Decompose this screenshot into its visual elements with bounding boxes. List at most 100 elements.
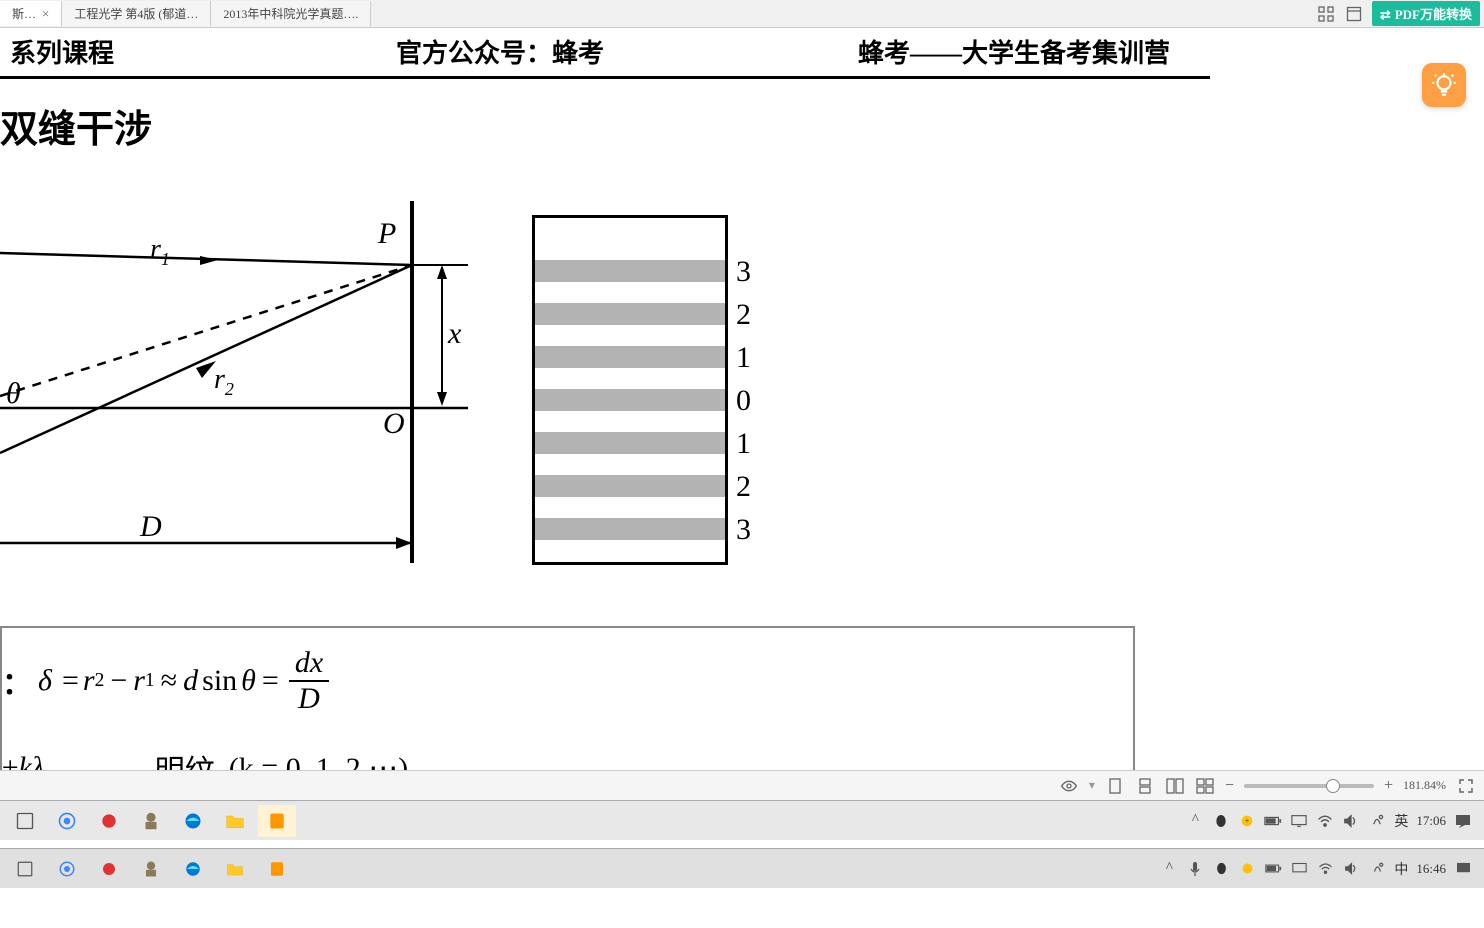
security-icon[interactable]: + xyxy=(1238,812,1256,830)
pdf-badge-label: PDF万能转换 xyxy=(1395,7,1472,22)
window-icon[interactable] xyxy=(1344,4,1364,24)
input-icon[interactable] xyxy=(1368,812,1386,830)
taskbar-2: ^ 中 16:46 xyxy=(0,848,1484,888)
system-tray-2: ^ 中 16:46 xyxy=(1160,859,1480,879)
fringe-label: 0 xyxy=(736,384,751,418)
ime-label[interactable]: 英 xyxy=(1394,811,1408,831)
fringe-stripe xyxy=(535,260,725,282)
svg-text:r2: r2 xyxy=(214,364,234,399)
chrome-icon[interactable] xyxy=(48,853,86,885)
fringe-stripe xyxy=(535,303,725,325)
battery-icon[interactable] xyxy=(1264,860,1282,878)
label-D: D xyxy=(139,510,162,543)
svg-text:+: + xyxy=(1245,816,1250,825)
pdf-app-icon[interactable] xyxy=(258,853,296,885)
tab-toolbar-right: ⇄PDF万能转换 xyxy=(1316,1,1484,26)
qq-icon[interactable] xyxy=(1212,812,1230,830)
formula-delta: ： δ = r2 − r1 ≈ d sin θ = dx D xyxy=(2,646,333,716)
fringe-stripe xyxy=(535,389,725,411)
pdf-app-icon[interactable] xyxy=(258,805,296,837)
tab-item-1[interactable]: 斯… × xyxy=(0,1,62,26)
mic-icon[interactable] xyxy=(1186,860,1204,878)
tray-chevron-icon[interactable]: ^ xyxy=(1160,860,1178,878)
document-viewport: 系列课程 官方公众号：蜂考 蜂考——大学生备考集训营 双缝干涉 xyxy=(0,28,1484,798)
header-left: 系列课程 xyxy=(10,33,290,70)
fringe-stripe xyxy=(535,432,725,454)
file-explorer-icon[interactable] xyxy=(6,853,44,885)
monitor-icon[interactable] xyxy=(1290,860,1308,878)
edge-icon[interactable] xyxy=(174,853,212,885)
notification-icon[interactable] xyxy=(1454,860,1472,878)
tab-item-2[interactable]: 工程光学 第4版 (郁道… xyxy=(62,1,211,26)
zoom-percent: 181.84% xyxy=(1403,778,1446,793)
zoom-in-icon[interactable]: + xyxy=(1384,777,1393,795)
input-icon[interactable] xyxy=(1368,860,1386,878)
tab-item-3[interactable]: 2013年中科院光学真题…. xyxy=(211,1,371,26)
fringe-stripe xyxy=(535,518,725,540)
wifi-icon[interactable] xyxy=(1316,812,1334,830)
zoom-out-icon[interactable]: − xyxy=(1225,777,1234,795)
fringe-label: 1 xyxy=(736,427,751,461)
document-header: 系列课程 官方公众号：蜂考 蜂考——大学生备考集训营 xyxy=(0,33,1210,76)
clock-label[interactable]: 17:06 xyxy=(1416,813,1446,829)
fringe-pattern xyxy=(532,215,728,565)
fullscreen-icon[interactable] xyxy=(1456,776,1476,796)
svg-text:r1: r1 xyxy=(150,234,170,269)
monitor-icon[interactable] xyxy=(1290,812,1308,830)
tab-label: 斯… xyxy=(12,5,36,22)
tab-label: 工程光学 第4版 (郁道… xyxy=(74,5,198,22)
header-underline xyxy=(0,76,1210,79)
chrome-icon[interactable] xyxy=(48,805,86,837)
qq-icon[interactable] xyxy=(1212,860,1230,878)
label-P: P xyxy=(377,217,396,250)
app-icon-1[interactable] xyxy=(132,853,170,885)
taskbar-1: ^ + 英 17:06 xyxy=(0,800,1484,840)
view-two-page-icon[interactable] xyxy=(1165,776,1185,796)
view-single-icon[interactable] xyxy=(1105,776,1125,796)
close-icon[interactable]: × xyxy=(42,6,49,22)
pdf-convert-badge[interactable]: ⇄PDF万能转换 xyxy=(1372,1,1480,26)
fringe-stripe xyxy=(535,475,725,497)
app-icon-1[interactable] xyxy=(132,805,170,837)
label-theta: θ xyxy=(6,377,21,410)
fringe-label: 1 xyxy=(736,341,751,375)
status-right: ▾ − + 181.84% xyxy=(1059,776,1476,796)
volume-icon[interactable] xyxy=(1342,860,1360,878)
edge-icon[interactable] xyxy=(174,805,212,837)
folder-icon[interactable] xyxy=(216,853,254,885)
tab-label: 2013年中科院光学真题…. xyxy=(223,5,358,22)
system-tray-1: ^ + 英 17:06 xyxy=(1186,811,1480,831)
tab-bar: 斯… × 工程光学 第4版 (郁道… 2013年中科院光学真题…. ⇄PDF万能… xyxy=(0,0,1484,28)
security-icon[interactable] xyxy=(1238,860,1256,878)
wifi-icon[interactable] xyxy=(1316,860,1334,878)
volume-icon[interactable] xyxy=(1342,812,1360,830)
file-explorer-icon[interactable] xyxy=(6,805,44,837)
battery-icon[interactable] xyxy=(1264,812,1282,830)
fringe-label: 2 xyxy=(736,470,751,504)
record-icon[interactable] xyxy=(90,805,128,837)
label-r1: r xyxy=(150,234,161,265)
lightbulb-button[interactable] xyxy=(1422,63,1466,107)
header-right: 蜂考——大学生备考集训营 xyxy=(710,33,1200,70)
eye-icon[interactable] xyxy=(1059,776,1079,796)
view-continuous-icon[interactable] xyxy=(1135,776,1155,796)
tray-chevron-icon[interactable]: ^ xyxy=(1186,812,1204,830)
grid-icon[interactable] xyxy=(1316,4,1336,24)
status-bar: ▾ − + 181.84% xyxy=(0,770,1484,800)
label-r2: r xyxy=(214,364,225,395)
fringe-label: 3 xyxy=(736,513,751,547)
fringe-label: 3 xyxy=(736,255,751,289)
header-mid: 官方公众号：蜂考 xyxy=(290,33,710,70)
zoom-handle[interactable] xyxy=(1326,779,1340,793)
zoom-slider[interactable] xyxy=(1244,784,1374,788)
label-x: x xyxy=(447,317,462,350)
notification-icon[interactable] xyxy=(1454,812,1472,830)
fringe-label: 2 xyxy=(736,298,751,332)
folder-icon[interactable] xyxy=(216,805,254,837)
label-O: O xyxy=(383,407,405,440)
record-icon[interactable] xyxy=(90,853,128,885)
view-grid-icon[interactable] xyxy=(1195,776,1215,796)
section-title: 双缝干涉 xyxy=(0,98,152,153)
ime-label[interactable]: 中 xyxy=(1394,859,1408,879)
clock-label[interactable]: 16:46 xyxy=(1416,861,1446,877)
